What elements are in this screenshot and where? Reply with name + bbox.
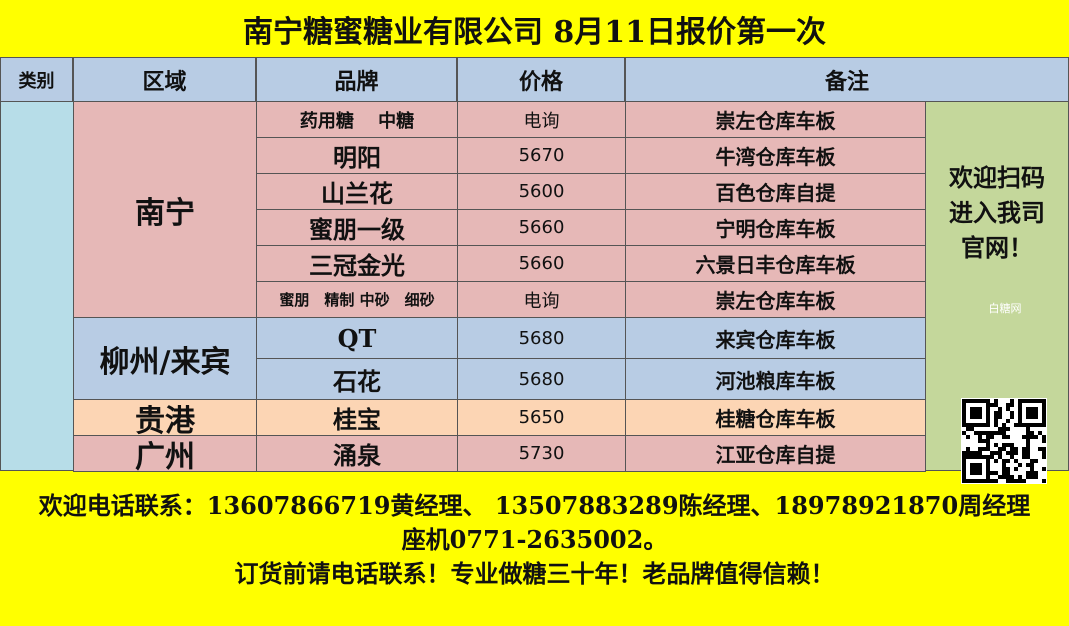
brand: 涌泉: [256, 435, 458, 472]
note: 牛湾仓库车板: [625, 137, 926, 174]
brand: 药用糖 中糖: [256, 101, 458, 138]
side-text: 欢迎扫码进入我司官网！: [925, 155, 1069, 265]
footer-line: 订货前请电话联系！专业做糖三十年！老品牌值得信赖！: [234, 558, 835, 588]
column-header: 区域: [73, 57, 256, 102]
note: 崇左仓库车板: [625, 101, 926, 138]
brand: 三冠金光: [256, 245, 458, 282]
column-header: 类别: [0, 57, 73, 102]
price: 5670: [457, 137, 626, 174]
column-header: 备注: [625, 57, 1069, 102]
brand: QT: [256, 317, 458, 359]
side-line: 官网！: [961, 232, 1033, 262]
note: 宁明仓库车板: [625, 209, 926, 246]
note: 来宾仓库车板: [625, 317, 926, 359]
note: 江亚仓库自提: [625, 435, 926, 472]
watermark: 白糖网: [988, 302, 1022, 315]
region: 南宁: [73, 101, 257, 318]
region: 柳州/来宾: [73, 317, 257, 400]
side-line: 欢迎扫码: [949, 162, 1045, 192]
qr-code: [961, 398, 1047, 484]
note: 百色仓库自提: [625, 173, 926, 210]
footer-line: 欢迎电话联系：13607866719黄经理、 13507883289陈经理、18…: [38, 490, 1031, 520]
brand: 石花: [256, 358, 458, 400]
footer-line: 座机0771-2635002。: [401, 524, 668, 554]
price: 5730: [457, 435, 626, 472]
category-cell: [0, 101, 74, 471]
price: 5680: [457, 317, 626, 359]
price: 5680: [457, 358, 626, 400]
note: 河池粮库车板: [625, 358, 926, 400]
brand: 山兰花: [256, 173, 458, 210]
price: 电询: [457, 101, 626, 138]
note: 桂糖仓库车板: [625, 399, 926, 436]
side-line: 进入我司: [949, 197, 1045, 227]
column-header: 品牌: [256, 57, 457, 102]
region: 贵港: [73, 399, 257, 439]
price: 5600: [457, 173, 626, 210]
price: 5650: [457, 399, 626, 436]
note: 六景日丰仓库车板: [625, 245, 926, 282]
note: 崇左仓库车板: [625, 281, 926, 318]
brand: 蜜朋 精制 中砂 细砂: [256, 281, 458, 318]
price: 5660: [457, 209, 626, 246]
brand: 桂宝: [256, 399, 458, 436]
column-header: 价格: [457, 57, 625, 102]
brand: 明阳: [256, 137, 458, 174]
brand: 蜜朋一级: [256, 209, 458, 246]
price: 电询: [457, 281, 626, 318]
title: 南宁糖蜜糖业有限公司 8月11日报价第一次: [242, 14, 827, 50]
region: 广州: [73, 435, 257, 475]
price: 5660: [457, 245, 626, 282]
